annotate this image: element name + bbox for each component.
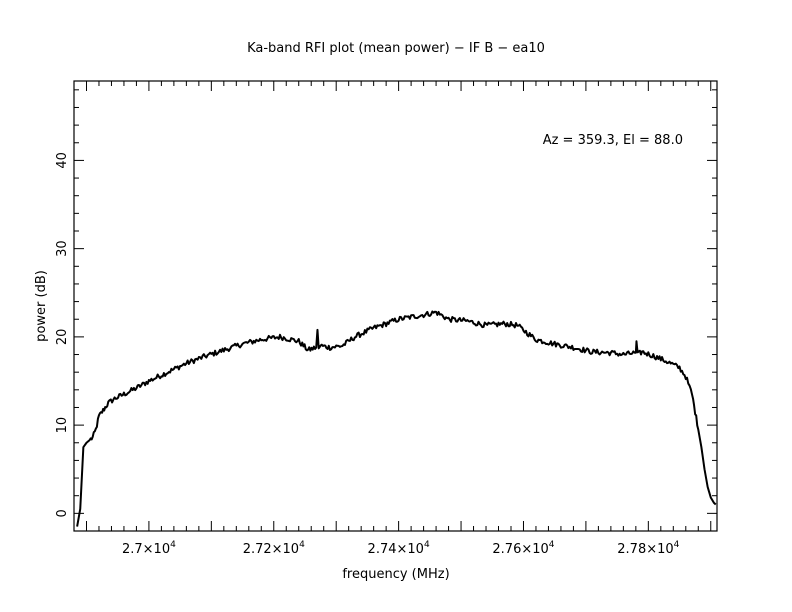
y-tick-label: 0 xyxy=(55,509,70,517)
az-el-annotation: Az = 359.3, El = 88.0 xyxy=(543,133,683,148)
y-axis-ticks xyxy=(74,89,717,532)
x-axis-tick-labels: 2.7×104 2.72×104 2.74×104 2.76×104 2.78×104 xyxy=(122,540,680,557)
y-tick-label: 30 xyxy=(55,240,70,257)
y-axis-label: power (dB) xyxy=(34,270,49,342)
x-tick-label: 2.7×104 xyxy=(122,540,176,557)
power-series-line xyxy=(76,310,717,527)
x-tick-label: 2.72×104 xyxy=(243,540,305,557)
x-tick-label: 2.76×104 xyxy=(492,540,554,557)
plot-frame xyxy=(73,80,718,532)
y-tick-label: 20 xyxy=(55,329,70,346)
x-tick-label: 2.74×104 xyxy=(368,540,430,557)
y-tick-label: 40 xyxy=(55,152,70,169)
x-tick-label: 2.78×104 xyxy=(617,540,679,557)
chart-title: Ka-band RFI plot (mean power) − IF B − e… xyxy=(247,41,545,56)
y-axis-tick-labels: 0 10 20 30 40 xyxy=(55,152,70,517)
x-axis-label: frequency (MHz) xyxy=(342,567,449,582)
y-tick-label: 10 xyxy=(55,417,70,434)
x-axis-ticks xyxy=(85,81,712,531)
